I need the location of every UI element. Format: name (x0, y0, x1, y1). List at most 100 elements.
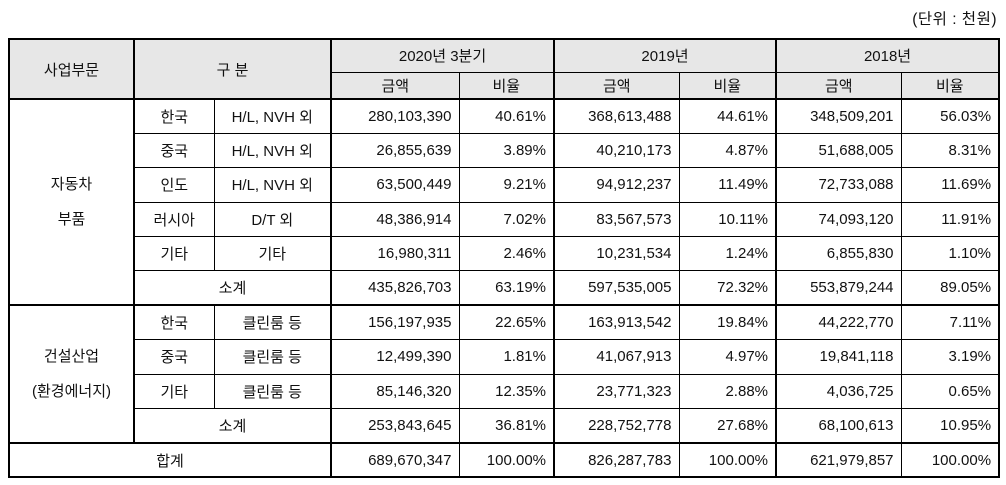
section-name-cell: 건설산업 (환경에너지) (8, 304, 135, 444)
amount-cell: 689,670,347 (330, 441, 460, 478)
ratio-cell: 44.61% (678, 97, 777, 134)
amount-cell: 621,979,857 (775, 441, 902, 478)
ratio-cell: 11.49% (678, 167, 777, 203)
ratio-cell: 11.69% (900, 167, 1000, 203)
segment-revenue-table: 사업부문 구 분 2020년 3분기 2019년 2018년 금액 비율 금액 … (8, 38, 1001, 479)
amount-cell: 280,103,390 (330, 97, 460, 134)
amount-cell: 26,855,639 (330, 132, 460, 169)
ratio-cell: 100.00% (900, 441, 1000, 478)
table-row: 기타 클린룸 등 85,146,320 12.35% 23,771,323 2.… (9, 373, 1000, 410)
ratio-cell: 10.11% (678, 201, 777, 238)
region-cell: 한국 (133, 304, 215, 341)
header-ratio-2019: 비율 (678, 71, 777, 100)
header-amount-2018: 금액 (775, 71, 902, 100)
ratio-cell: 1.81% (458, 339, 555, 375)
header-ratio-2018: 비율 (900, 71, 1000, 100)
amount-cell: 74,093,120 (775, 201, 902, 238)
region-cell: 기타 (133, 373, 215, 410)
total-label-cell: 합계 (8, 441, 332, 478)
ratio-cell: 27.68% (678, 408, 777, 444)
table-row: 러시아 D/T 외 48,386,914 7.02% 83,567,573 10… (9, 201, 1000, 238)
amount-cell: 94,912,237 (553, 167, 680, 203)
amount-cell: 10,231,534 (553, 236, 680, 272)
header-amount-2020: 금액 (330, 71, 460, 100)
ratio-cell: 2.88% (678, 373, 777, 410)
ratio-cell: 3.19% (900, 339, 1000, 375)
table-row: 인도 H/L, NVH 외 63,500,449 9.21% 94,912,23… (9, 167, 1000, 203)
header-classification: 구 분 (133, 38, 332, 100)
header-period-2019: 2019년 (552, 38, 777, 73)
ratio-cell: 40.61% (458, 97, 555, 134)
subtotal-row: 소계 435,826,703 63.19% 597,535,005 72.32%… (9, 270, 1000, 306)
ratio-cell: 100.00% (678, 441, 777, 478)
amount-cell: 553,879,244 (775, 270, 902, 306)
ratio-cell: 10.95% (900, 408, 1000, 444)
ratio-cell: 19.84% (678, 304, 777, 341)
ratio-cell: 100.00% (458, 441, 555, 478)
amount-cell: 83,567,573 (553, 201, 680, 238)
amount-cell: 16,980,311 (330, 236, 460, 272)
ratio-cell: 4.87% (678, 132, 777, 169)
amount-cell: 435,826,703 (330, 270, 460, 306)
item-cell: 기타 (213, 236, 332, 272)
ratio-cell: 7.02% (458, 201, 555, 238)
table-row: 기타 기타 16,980,311 2.46% 10,231,534 1.24% … (9, 236, 1000, 272)
amount-cell: 51,688,005 (775, 132, 902, 169)
amount-cell: 12,499,390 (330, 339, 460, 375)
section-name-cell: 자동차 부품 (8, 97, 135, 306)
amount-cell: 228,752,778 (553, 408, 680, 444)
amount-cell: 68,100,613 (775, 408, 902, 444)
item-cell: 클린룸 등 (213, 373, 332, 410)
ratio-cell: 63.19% (458, 270, 555, 306)
amount-cell: 163,913,542 (553, 304, 680, 341)
ratio-cell: 1.24% (678, 236, 777, 272)
header-business-division: 사업부문 (8, 38, 135, 100)
amount-cell: 72,733,088 (775, 167, 902, 203)
amount-cell: 40,210,173 (553, 132, 680, 169)
region-cell: 중국 (133, 339, 215, 375)
amount-cell: 85,146,320 (330, 373, 460, 410)
ratio-cell: 72.32% (678, 270, 777, 306)
amount-cell: 253,843,645 (330, 408, 460, 444)
ratio-cell: 4.97% (678, 339, 777, 375)
ratio-cell: 22.65% (458, 304, 555, 341)
region-cell: 기타 (133, 236, 215, 272)
ratio-cell: 1.10% (900, 236, 1000, 272)
header-period-2020q3: 2020년 3분기 (330, 38, 555, 73)
table-row: 건설산업 (환경에너지) 한국 클린룸 등 156,197,935 22.65%… (8, 304, 1000, 444)
ratio-cell: 56.03% (900, 97, 1000, 134)
header-period-2018: 2018년 (775, 38, 1000, 73)
region-cell: 중국 (133, 132, 215, 169)
header-ratio-2020: 비율 (458, 71, 555, 100)
ratio-cell: 11.91% (900, 201, 1000, 238)
amount-cell: 23,771,323 (553, 373, 680, 410)
header-amount-2019: 금액 (553, 71, 680, 100)
amount-cell: 368,613,488 (553, 97, 680, 134)
amount-cell: 4,036,725 (775, 373, 902, 410)
amount-cell: 156,197,935 (330, 304, 460, 341)
amount-cell: 41,067,913 (553, 339, 680, 375)
ratio-cell: 8.31% (900, 132, 1000, 169)
subtotal-label-cell: 소계 (133, 270, 332, 306)
amount-cell: 826,287,783 (553, 441, 680, 478)
item-cell: H/L, NVH 외 (213, 167, 332, 203)
amount-cell: 6,855,830 (775, 236, 902, 272)
ratio-cell: 3.89% (458, 132, 555, 169)
item-cell: H/L, NVH 외 (213, 97, 332, 134)
amount-cell: 348,509,201 (775, 97, 902, 134)
subtotal-row: 소계 253,843,645 36.81% 228,752,778 27.68%… (9, 408, 1000, 444)
total-row: 합계 689,670,347 100.00% 826,287,783 100.0… (8, 441, 1000, 478)
item-cell: D/T 외 (213, 201, 332, 238)
subtotal-label-cell: 소계 (133, 408, 332, 444)
amount-cell: 597,535,005 (553, 270, 680, 306)
table-row: 중국 클린룸 등 12,499,390 1.81% 41,067,913 4.9… (9, 339, 1000, 375)
ratio-cell: 7.11% (900, 304, 1000, 341)
ratio-cell: 9.21% (458, 167, 555, 203)
ratio-cell: 12.35% (458, 373, 555, 410)
item-cell: 클린룸 등 (213, 304, 332, 341)
region-cell: 러시아 (133, 201, 215, 238)
amount-cell: 19,841,118 (775, 339, 902, 375)
region-cell: 한국 (133, 97, 215, 134)
table-row: 자동차 부품 한국 H/L, NVH 외 280,103,390 40.61% … (8, 97, 1000, 306)
ratio-cell: 2.46% (458, 236, 555, 272)
